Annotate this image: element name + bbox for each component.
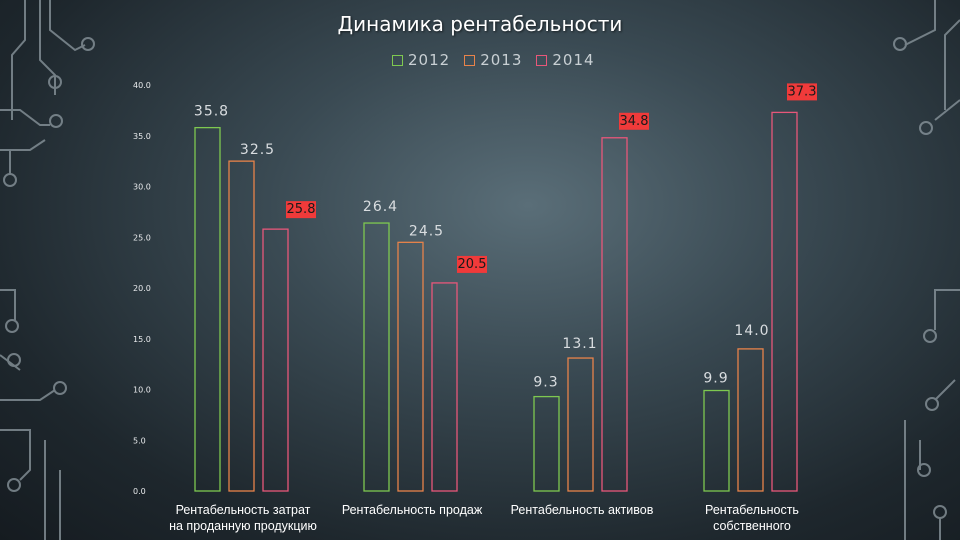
data-label-bg <box>619 112 649 130</box>
chart-title: Динамика рентабельности <box>337 12 623 36</box>
data-label: 25.8 <box>287 202 316 217</box>
legend-label-2014: 2014 <box>552 51 595 69</box>
legend-item-2012: 2012 <box>392 51 450 69</box>
y-tick-label: 40.0 <box>133 81 151 90</box>
bar-2012-1 <box>363 222 390 492</box>
data-label-bg <box>457 255 487 273</box>
bar-2012-2 <box>533 395 560 492</box>
category-label: на проданную продукцию <box>169 519 317 533</box>
legend: 2012 2013 2014 <box>392 51 595 69</box>
y-tick-label: 15.0 <box>133 335 151 344</box>
data-label: 34.8 <box>620 114 649 129</box>
bar-2013-1 <box>397 241 424 492</box>
data-label: 35.8 <box>194 104 229 120</box>
data-label-bg <box>286 201 316 219</box>
y-tick-label: 10.0 <box>133 386 151 395</box>
bar-2013-3 <box>737 348 764 492</box>
bar-2013-0 <box>228 160 255 492</box>
legend-swatch-2014 <box>536 54 548 66</box>
data-label: 13.1 <box>562 336 597 352</box>
data-label: 32.5 <box>240 142 275 158</box>
legend-swatch-2012 <box>392 54 403 66</box>
data-label: 9.3 <box>533 375 558 391</box>
data-label: 24.5 <box>409 223 444 239</box>
data-label-bg <box>787 83 817 101</box>
legend-item-2014: 2014 <box>536 51 594 69</box>
y-tick-label: 5.0 <box>133 436 146 445</box>
legend-item-2013: 2013 <box>464 51 522 69</box>
legend-label-2012: 2012 <box>408 51 451 69</box>
bar-2012-3 <box>703 389 730 492</box>
category-label: Рентабельность <box>705 503 799 517</box>
bar-2012-0 <box>194 126 221 492</box>
bar-2014-3 <box>771 111 798 492</box>
data-label: 9.9 <box>703 371 728 387</box>
bar-2014-1 <box>431 282 458 492</box>
y-tick-label: 30.0 <box>133 183 151 192</box>
y-tick-label: 25.0 <box>133 233 151 242</box>
category-label: Рентабельность продаж <box>342 503 483 517</box>
bar-2013-2 <box>567 357 594 492</box>
legend-label-2013: 2013 <box>480 51 523 69</box>
data-label: 37.3 <box>788 84 817 99</box>
category-label: Рентабельность затрат <box>176 503 311 517</box>
y-tick-label: 35.0 <box>133 132 151 141</box>
category-label: Рентабельность активов <box>511 503 654 517</box>
bar-2014-2 <box>601 137 628 492</box>
bar-2014-0 <box>262 228 289 492</box>
data-label: 20.5 <box>458 257 487 272</box>
category-label: собственного <box>713 519 791 533</box>
data-label: 26.4 <box>363 199 398 215</box>
data-label: 14.0 <box>734 323 769 339</box>
y-tick-label: 20.0 <box>133 284 151 293</box>
y-tick-label: 0.0 <box>133 487 146 496</box>
legend-swatch-2013 <box>464 54 476 66</box>
